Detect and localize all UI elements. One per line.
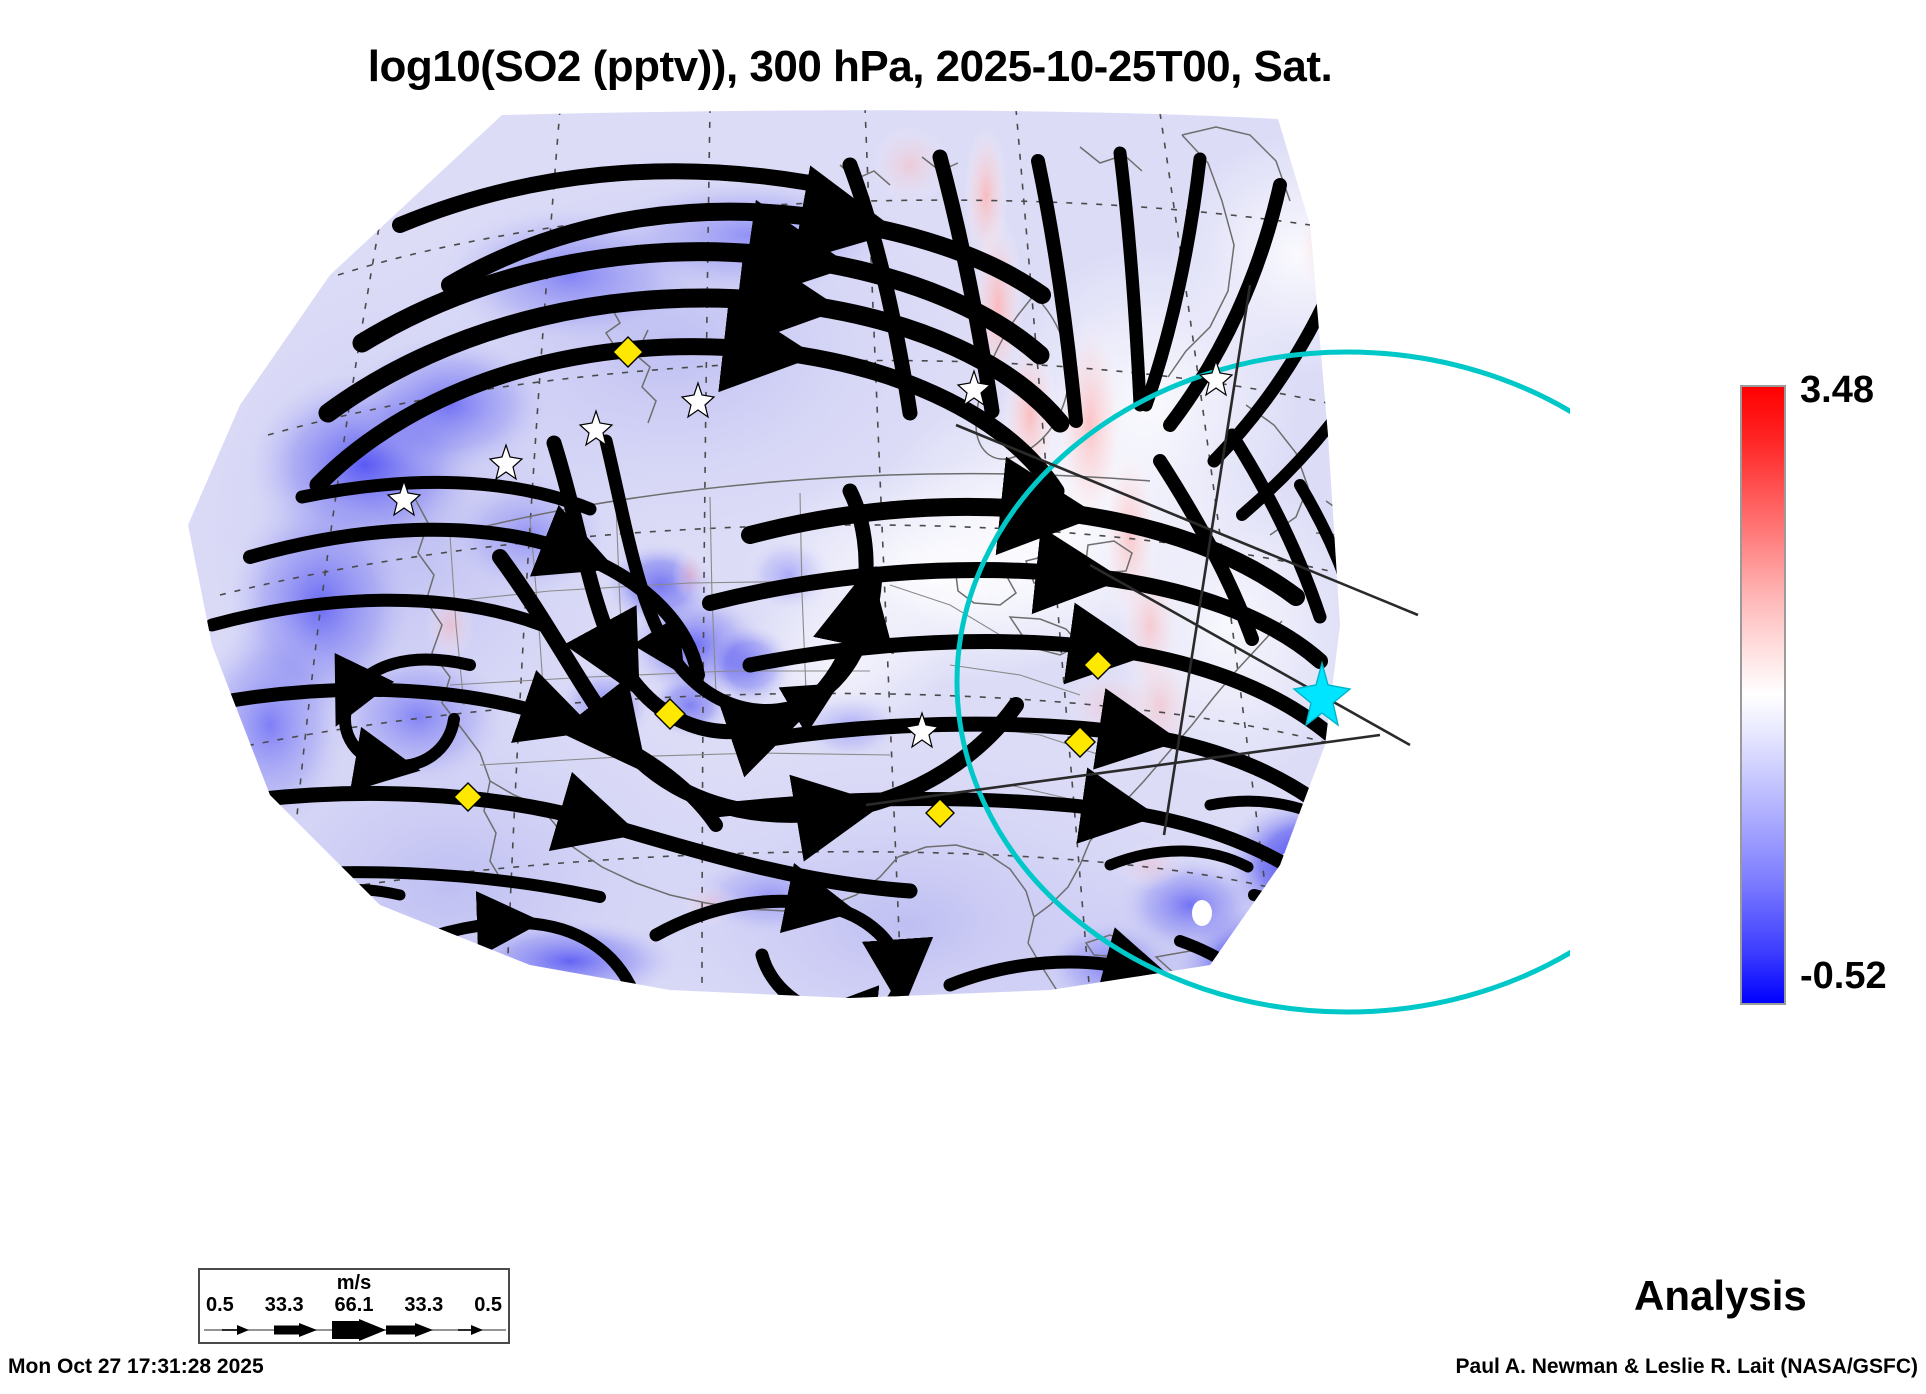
page-title: log10(SO2 (pptv)), 300 hPa, 2025-10-25T0… (367, 42, 1333, 91)
wind-legend-value-3: 33.3 (404, 1294, 444, 1316)
wind-legend-values: 0.5 33.3 66.1 33.3 0.5 (206, 1294, 502, 1317)
orbit-track-lines (865, 284, 1419, 836)
author-credit: Paul A. Newman & Leslie R. Lait (NASA/GS… (1455, 1355, 1918, 1378)
station-star-marker[interactable] (386, 359, 1234, 749)
station-diamond-marker[interactable] (453, 336, 1113, 828)
wind-streamlines (199, 146, 1340, 999)
colorbar-max-label: 3.48 (1800, 369, 1874, 411)
generation-timestamp: Mon Oct 27 17:31:28 2025 (8, 1355, 264, 1378)
wind-legend-value-4: 0.5 (474, 1294, 502, 1316)
center-star-marker[interactable] (1292, 660, 1352, 727)
analysis-label: Analysis (1634, 1272, 1807, 1319)
wind-legend-value-1: 33.3 (264, 1294, 304, 1316)
wind-speed-legend: m/s 0.5 33.3 66.1 33.3 0.5 (198, 1268, 510, 1344)
colorbar[interactable]: 3.48 -0.52 (1740, 369, 1926, 1010)
range-ring (954, 349, 1570, 1015)
wind-legend-value-0: 0.5 (206, 1294, 234, 1316)
wind-legend-arrow-scale (204, 1319, 506, 1341)
wind-legend-value-2: 66.1 (334, 1294, 374, 1316)
wind-legend-unit-label: m/s (336, 1272, 372, 1294)
colorbar-gradient (1740, 385, 1786, 1005)
colorbar-min-label: -0.52 (1800, 955, 1887, 997)
station-markers[interactable] (386, 336, 1352, 828)
map-panel[interactable] (150, 105, 1570, 1125)
